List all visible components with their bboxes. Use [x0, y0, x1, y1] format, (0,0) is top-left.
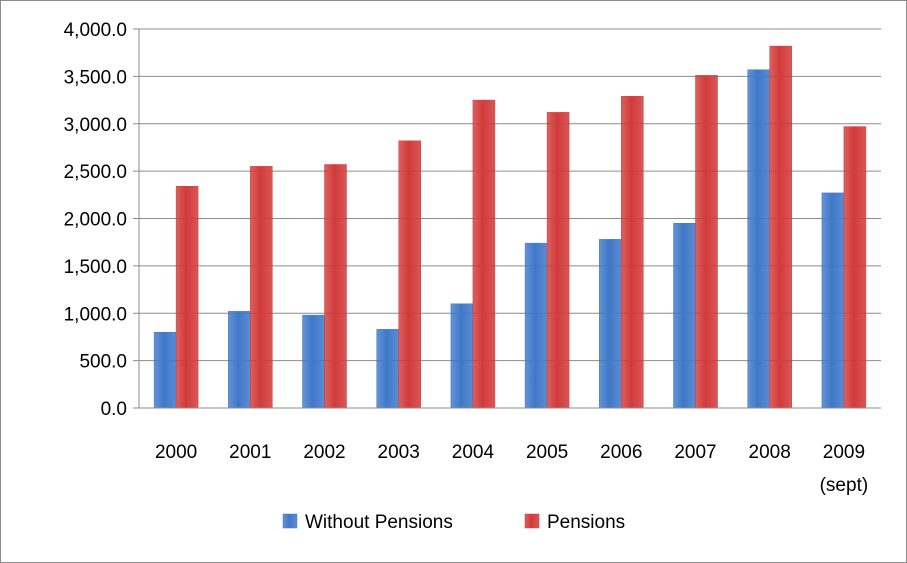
legend-swatch-pensions	[524, 513, 540, 529]
y-tick-label: 500.0	[79, 352, 127, 373]
bar-pensions-2001	[250, 166, 273, 409]
bar-without-pensions-2000	[153, 331, 177, 409]
x-tick-label: 2000	[155, 442, 197, 463]
x-tick-label: 2002	[303, 442, 345, 463]
bar-without-pensions-2009	[821, 192, 845, 409]
y-tick-label: 2,000.0	[64, 210, 127, 231]
y-tick-label: 1,000.0	[64, 304, 127, 325]
y-tick-label: 2,500.0	[64, 162, 127, 183]
bar-without-pensions-2008	[747, 69, 770, 409]
x-tick-label: 2001	[229, 442, 271, 463]
bar-without-pensions-2001	[228, 311, 251, 409]
x-tick-label: 2008	[749, 442, 791, 463]
legend-label: Without Pensions	[305, 512, 453, 533]
bar-pensions-2008	[769, 45, 792, 409]
y-tick-label: 4,000.0	[64, 20, 127, 41]
x-tick-label: 2005	[526, 442, 568, 463]
bar-without-pensions-2007	[673, 222, 696, 409]
bar-without-pensions-2005	[524, 242, 548, 409]
y-tick-label: 3,000.0	[64, 115, 127, 136]
bar-without-pensions-2002	[302, 314, 325, 409]
bar-pensions-2004	[472, 99, 496, 409]
bar-pensions-2007	[695, 75, 718, 409]
legend-label: Pensions	[547, 512, 625, 533]
bar-pensions-2006	[621, 96, 644, 409]
bars	[153, 45, 867, 409]
y-tick-label: 1,500.0	[64, 257, 127, 278]
legend-swatch-without-pensions	[282, 513, 298, 529]
x-tick-label: 2009	[823, 442, 865, 463]
legend: Without Pensions Pensions	[282, 512, 625, 533]
bar-pensions-2000	[175, 186, 199, 409]
y-tick-label: 0.0	[101, 399, 127, 420]
x-tick-label: 2007	[674, 442, 716, 463]
bar-without-pensions-2004	[450, 303, 474, 409]
x-axis-category-labels: 2000 2001 2002 2003 2004 2005 2006 2007 2008 2009…	[155, 442, 868, 496]
bar-without-pensions-2006	[599, 239, 622, 409]
y-axis-tick-labels: 0.0 500.0 1,000.0 1,500.0 2,000.0 2,500.0 3,00…	[64, 20, 127, 420]
y-tick-label: 3,500.0	[64, 67, 127, 88]
bar-pensions-2003	[398, 140, 421, 409]
bar-pensions-2002	[324, 164, 347, 409]
bar-pensions-2009	[843, 126, 867, 409]
x-tick-label: 2006	[600, 442, 642, 463]
bar-without-pensions-2003	[376, 329, 399, 409]
x-tick-label: 2003	[378, 442, 420, 463]
x-tick-label: 2004	[452, 442, 495, 463]
x-tick-sublabel: (sept)	[820, 475, 869, 496]
bar-pensions-2005	[546, 112, 570, 409]
